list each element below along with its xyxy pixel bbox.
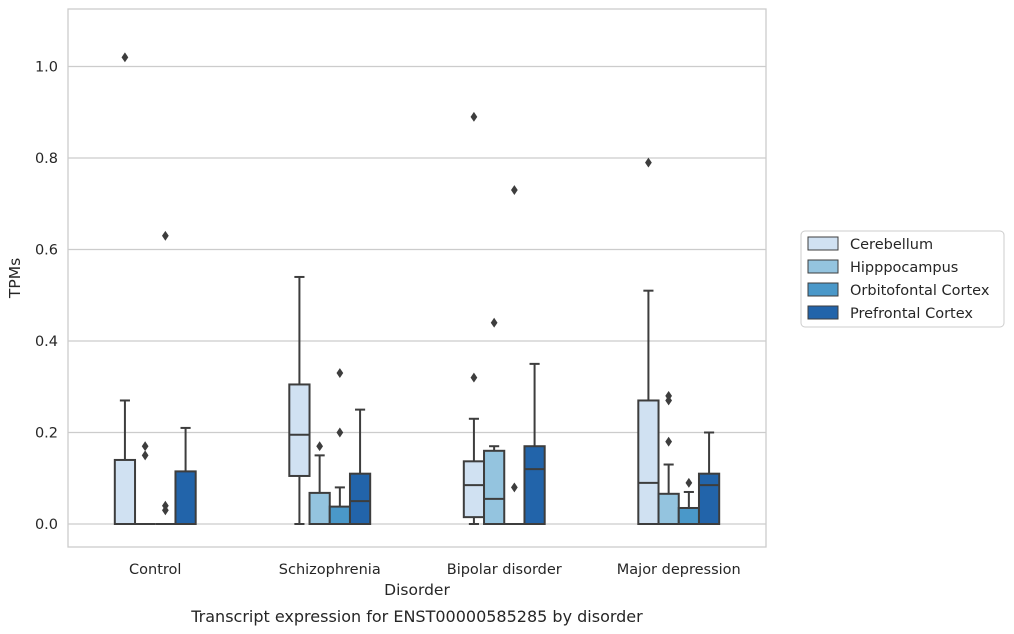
y-tick-label: 0.0 <box>35 517 58 533</box>
box-cerebellum <box>637 157 660 526</box>
legend-label: Cerebellum <box>850 237 933 253</box>
box-body <box>174 470 197 526</box>
box-body <box>677 506 700 525</box>
outlier-point <box>685 477 693 488</box>
outlier-point <box>490 317 498 328</box>
plot-background <box>68 9 766 547</box>
plot-frame <box>67 8 767 548</box>
outlier-point <box>161 500 169 511</box>
legend-swatch <box>807 259 839 274</box>
legend: Cerebellum Hipppocampus Orbitofontal Corte… <box>800 230 1005 328</box>
legend-frame <box>800 230 1005 328</box>
box-orbitofontal-cortex <box>328 368 351 525</box>
box-body <box>462 460 486 519</box>
outlier-point <box>470 111 478 122</box>
outlier-point <box>510 482 518 493</box>
outlier-point <box>510 185 518 195</box>
box-prefrontal-cortex <box>523 362 546 526</box>
y-axis-label: TPMs <box>6 258 24 299</box>
box-hipppocampus <box>483 317 506 525</box>
box-hipppocampus <box>135 441 156 525</box>
box-cerebellum <box>113 52 137 526</box>
x-axis-label: Disorder <box>384 581 450 599</box>
box-cerebellum <box>288 275 311 525</box>
box-body <box>657 492 680 525</box>
legend-label: Orbitofontal Cortex <box>850 283 990 299</box>
box-body <box>523 445 546 526</box>
outlier-point <box>336 368 344 378</box>
box-body <box>697 472 721 525</box>
legend-swatch <box>807 305 839 320</box>
legend-label: Hipppocampus <box>850 260 958 276</box>
box-body <box>288 383 311 477</box>
box-body <box>637 399 660 526</box>
box-body <box>113 458 137 526</box>
y-tick-label: 1.0 <box>35 60 58 76</box>
box-cerebellum <box>462 111 486 525</box>
x-tick-label: Bipolar disorder <box>447 562 562 578</box>
outlier-point <box>665 436 673 447</box>
x-tick-labels: Control Schizophrenia Bipolar disorder Majo… <box>129 562 741 578</box>
box-body <box>328 505 351 525</box>
chart-caption: Transcript expression for ENST0000058528… <box>190 607 643 626</box>
outlier-point <box>645 157 652 168</box>
y-tick-label: 0.2 <box>35 426 58 442</box>
outlier-point <box>470 372 478 383</box>
box-prefrontal-cortex <box>348 408 372 525</box>
box-prefrontal-cortex <box>174 426 197 526</box>
outlier-point <box>316 441 324 452</box>
outlier-point <box>336 427 344 438</box>
box-orbitofontal-cortex <box>504 185 525 525</box>
outlier-point <box>161 230 169 241</box>
legend-swatch <box>807 282 839 297</box>
legend-swatch <box>807 236 839 251</box>
outlier-point <box>141 441 149 452</box>
box-body <box>348 472 372 525</box>
x-tick-label: Schizophrenia <box>279 562 381 578</box>
box-body <box>483 449 506 525</box>
y-tick-label: 0.8 <box>35 151 58 167</box>
boxes-layer <box>113 52 721 526</box>
legend-label: Prefrontal Cortex <box>850 306 973 322</box>
box-body <box>308 491 331 526</box>
outlier-point <box>121 52 129 63</box>
x-tick-label: Control <box>129 562 181 578</box>
box-hipppocampus <box>657 390 680 525</box>
box-orbitofontal-cortex <box>155 230 176 525</box>
y-tick-labels: 0.0 0.2 0.4 0.6 0.8 1.0 <box>35 60 58 534</box>
y-tick-label: 0.6 <box>35 243 58 259</box>
outlier-point <box>665 390 673 401</box>
y-tick-label: 0.4 <box>35 334 58 350</box>
box-prefrontal-cortex <box>697 431 721 525</box>
x-tick-label: Major depression <box>617 562 741 578</box>
outlier-point <box>141 450 149 461</box>
